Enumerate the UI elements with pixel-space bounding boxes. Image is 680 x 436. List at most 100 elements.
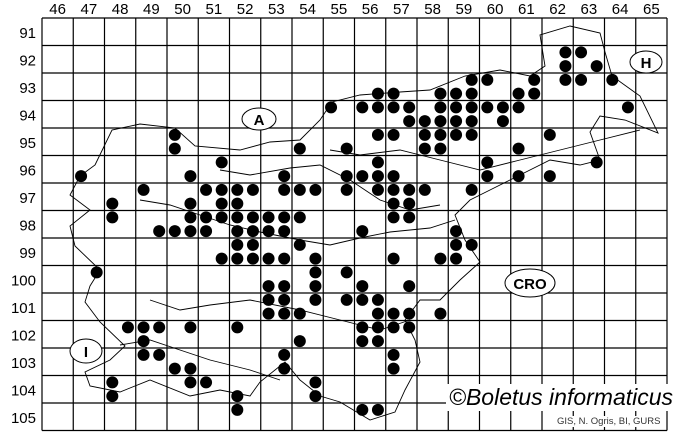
record-dot <box>231 390 244 403</box>
record-dot <box>403 101 416 114</box>
record-dot <box>465 238 478 251</box>
column-label: 60 <box>487 1 504 18</box>
record-dot <box>403 197 416 210</box>
record-dot <box>481 101 494 114</box>
record-dot <box>262 252 275 265</box>
credit-text: GIS, N. Ogris, BI, GURS <box>555 416 663 427</box>
record-dot <box>575 46 588 59</box>
hungary-label: H <box>641 55 652 72</box>
record-dot <box>231 225 244 238</box>
record-dot <box>512 170 525 183</box>
record-dot <box>434 101 447 114</box>
record-dot <box>340 183 353 196</box>
record-dot <box>121 321 134 334</box>
record-dot <box>153 225 166 238</box>
record-dot <box>309 376 322 389</box>
column-label: 50 <box>174 1 191 18</box>
column-label: 56 <box>362 1 379 18</box>
record-dot <box>465 87 478 100</box>
record-dot <box>293 183 306 196</box>
record-dot <box>434 115 447 128</box>
record-dot <box>465 183 478 196</box>
record-dot <box>200 211 213 224</box>
record-dot <box>246 252 259 265</box>
row-label: 97 <box>19 190 36 207</box>
record-dot <box>340 142 353 155</box>
record-dot <box>246 225 259 238</box>
record-dot <box>543 128 556 141</box>
record-dot <box>371 128 384 141</box>
record-dot <box>106 197 119 210</box>
row-label: 99 <box>19 245 36 262</box>
row-label: 94 <box>19 107 36 124</box>
column-label: 59 <box>456 1 473 18</box>
record-dot <box>387 87 400 100</box>
austria-label: A <box>254 112 265 129</box>
record-dot <box>418 128 431 141</box>
record-dot <box>231 197 244 210</box>
column-label: 55 <box>331 1 348 18</box>
record-dot <box>309 293 322 306</box>
record-dot <box>403 211 416 224</box>
record-dot <box>559 73 572 86</box>
record-dot <box>293 142 306 155</box>
record-dot <box>340 170 353 183</box>
record-dot <box>168 225 181 238</box>
record-dot <box>153 321 166 334</box>
map-grid <box>41 17 668 432</box>
record-dot <box>340 293 353 306</box>
record-dot <box>481 156 494 169</box>
column-label: 47 <box>81 1 98 18</box>
record-dot <box>434 142 447 155</box>
record-dot <box>371 156 384 169</box>
record-dot <box>590 156 603 169</box>
record-dot <box>137 321 150 334</box>
record-dot <box>450 252 463 265</box>
river <box>219 164 441 211</box>
column-label: 52 <box>237 1 254 18</box>
record-dot <box>496 115 509 128</box>
copyright-text: ©Boletus informaticus <box>446 384 677 411</box>
record-dot <box>184 376 197 389</box>
record-dot <box>450 238 463 251</box>
row-label: 95 <box>19 135 36 152</box>
record-dot <box>465 128 478 141</box>
column-label: 53 <box>268 1 285 18</box>
row-label: 103 <box>11 355 36 372</box>
record-dot <box>371 293 384 306</box>
record-dot <box>465 101 478 114</box>
record-dot <box>403 307 416 320</box>
record-dot <box>106 376 119 389</box>
column-label: 57 <box>393 1 410 18</box>
column-label: 65 <box>643 1 660 18</box>
record-dot <box>168 362 181 375</box>
record-dot <box>590 60 603 73</box>
record-dot <box>278 348 291 361</box>
record-dot <box>246 211 259 224</box>
record-dot <box>184 170 197 183</box>
record-dot <box>246 238 259 251</box>
record-dot <box>559 60 572 73</box>
italy-label: I <box>84 344 88 361</box>
record-dot <box>184 197 197 210</box>
record-dots <box>75 46 634 416</box>
record-dot <box>387 128 400 141</box>
record-dot <box>434 128 447 141</box>
record-dot <box>168 142 181 155</box>
record-dot <box>403 280 416 293</box>
record-dot <box>137 348 150 361</box>
record-dot <box>153 348 166 361</box>
record-dot <box>387 211 400 224</box>
record-dot <box>465 115 478 128</box>
record-dot <box>356 403 369 416</box>
record-dot <box>75 170 88 183</box>
record-dot <box>371 335 384 348</box>
country-labels: A H CRO I <box>69 50 663 364</box>
record-dot <box>106 211 119 224</box>
column-label: 54 <box>299 1 316 18</box>
record-dot <box>356 293 369 306</box>
column-label: 48 <box>112 1 129 18</box>
record-dot <box>231 403 244 416</box>
row-label: 101 <box>11 300 36 317</box>
record-dot <box>278 293 291 306</box>
